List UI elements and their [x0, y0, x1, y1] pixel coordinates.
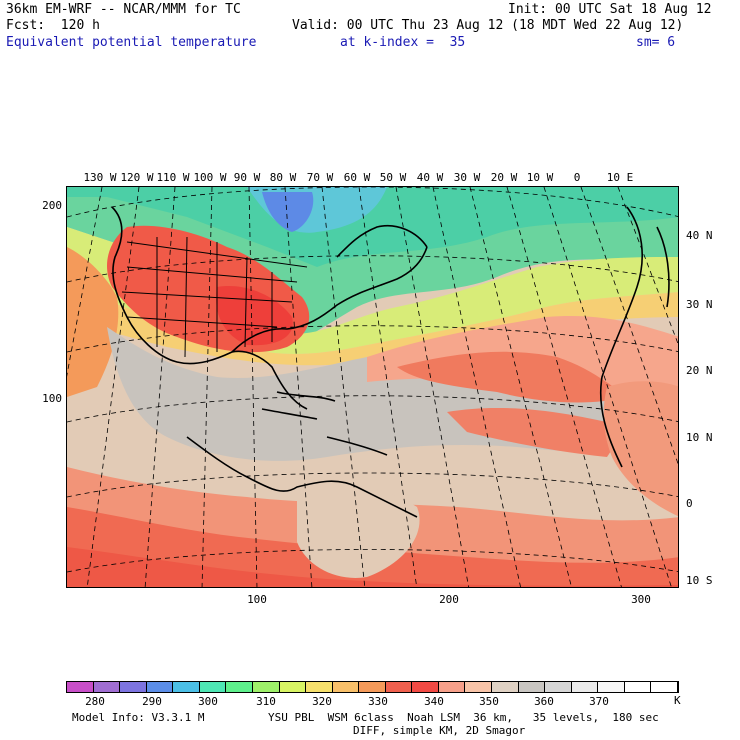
colorbar-swatch [332, 682, 360, 692]
level-index: at k-index = 35 [340, 35, 466, 50]
colorbar-swatch [465, 682, 492, 692]
field-name: Equivalent potential temperature [6, 35, 257, 50]
x-tick-300: 300 [631, 593, 651, 606]
colorbar-swatch [438, 682, 466, 692]
colorbar-label: 360 [534, 695, 554, 708]
smoothing: sm= 6 [636, 35, 676, 50]
y-tick-200: 200 [42, 199, 62, 212]
colorbar-swatch [146, 682, 174, 692]
colorbar [66, 681, 679, 693]
colorbar-swatch [412, 682, 439, 692]
longitude-label: 40 W [416, 171, 444, 184]
diffusion-info: DIFF, simple KM, 2D Smagor [353, 724, 526, 737]
physics-info: YSU PBL WSM 6class Noah LSM 36 km, 35 le… [268, 711, 659, 724]
colorbar-label: 330 [368, 695, 388, 708]
latitude-label: 20 N [686, 364, 713, 377]
longitude-label: 100 W [193, 171, 227, 184]
colorbar-swatch [67, 682, 94, 692]
latitude-label: 30 N [686, 298, 713, 311]
longitude-label: 70 W [306, 171, 334, 184]
colorbar-label: 320 [312, 695, 332, 708]
colorbar-label: 290 [142, 695, 162, 708]
longitude-label: 80 W [269, 171, 297, 184]
longitude-label: 60 W [343, 171, 371, 184]
colorbar-swatch [93, 682, 121, 692]
colorbar-swatch [651, 682, 678, 692]
init-time: Init: 00 UTC Sat 18 Aug 12 [508, 2, 712, 17]
model-title: 36km EM-WRF -- NCAR/MMM for TC [6, 2, 241, 17]
colorbar-unit: K [674, 694, 681, 707]
colorbar-label: 370 [589, 695, 609, 708]
colorbar-swatch [173, 682, 200, 692]
forecast-hour: Fcst: 120 h [6, 18, 100, 33]
longitude-label: 50 W [379, 171, 407, 184]
valid-time: Valid: 00 UTC Thu 23 Aug 12 (18 MDT Wed … [292, 18, 684, 33]
colorbar-swatch [306, 682, 333, 692]
colorbar-label: 340 [424, 695, 444, 708]
colorbar-label: 280 [85, 695, 105, 708]
colorbar-swatch [226, 682, 253, 692]
latitude-label: 0 [686, 497, 693, 510]
colorbar-swatch [279, 682, 307, 692]
colorbar-swatch [252, 682, 280, 692]
y-tick-100: 100 [42, 392, 62, 405]
longitude-label: 90 W [233, 171, 261, 184]
longitude-label: 120 W [120, 171, 154, 184]
longitude-label: 30 W [453, 171, 481, 184]
theta-e-field [67, 187, 678, 587]
map-plot [66, 186, 679, 588]
longitude-label: 20 W [490, 171, 518, 184]
longitude-label: 10 W [526, 171, 554, 184]
colorbar-swatch [385, 682, 413, 692]
latitude-label: 40 N [686, 229, 713, 242]
colorbar-swatch [199, 682, 227, 692]
longitude-label: 130 W [83, 171, 117, 184]
colorbar-swatch [624, 682, 652, 692]
longitude-label: 10 E [606, 171, 634, 184]
colorbar-label: 300 [198, 695, 218, 708]
longitude-label: 110 W [156, 171, 190, 184]
model-info: Model Info: V3.3.1 M [72, 711, 205, 724]
colorbar-swatch [120, 682, 147, 692]
longitude-label: 0 [573, 171, 581, 184]
colorbar-swatch [492, 682, 519, 692]
colorbar-swatch [545, 682, 572, 692]
colorbar-swatch [571, 682, 599, 692]
colorbar-label: 310 [256, 695, 276, 708]
latitude-label: 10 N [686, 431, 713, 444]
x-tick-100: 100 [247, 593, 267, 606]
colorbar-swatch [518, 682, 546, 692]
colorbar-label: 350 [479, 695, 499, 708]
colorbar-swatch [359, 682, 386, 692]
latitude-label: 10 S [686, 574, 713, 587]
x-tick-200: 200 [439, 593, 459, 606]
colorbar-swatch [598, 682, 625, 692]
